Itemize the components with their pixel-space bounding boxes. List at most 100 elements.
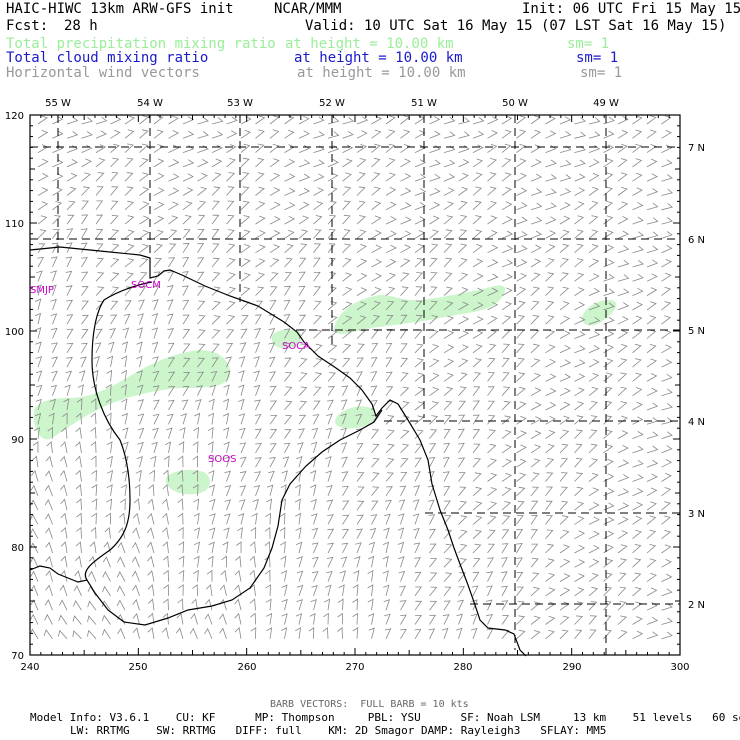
wind-barb — [472, 358, 482, 368]
wind-barb — [385, 443, 395, 454]
wind-barb — [414, 628, 422, 640]
wind-barb — [559, 601, 570, 611]
wind-barb — [661, 144, 673, 153]
wind-barb — [356, 514, 364, 525]
wind-barb — [472, 400, 480, 411]
wind-barb — [632, 416, 644, 425]
wind-barb — [385, 143, 396, 153]
wind-barb — [267, 484, 274, 496]
wind-barb — [266, 612, 273, 625]
wind-barb — [163, 569, 169, 582]
wind-barb — [295, 527, 302, 539]
wind-barb — [371, 329, 380, 339]
wind-barb — [486, 628, 494, 639]
wind-barb — [472, 486, 483, 497]
wind-barb — [323, 612, 329, 625]
wind-barb — [661, 431, 673, 439]
wind-barb — [400, 386, 410, 396]
wind-barb — [310, 470, 317, 482]
wind-barb — [75, 469, 82, 482]
wind-barb — [197, 186, 208, 196]
wind-barb — [530, 486, 540, 497]
wind-barb — [95, 214, 104, 225]
lat-label: 4 N — [688, 417, 705, 428]
wind-barb — [472, 258, 484, 268]
wind-barb — [429, 130, 441, 139]
wind-barb — [340, 399, 348, 411]
wind-barb — [603, 615, 612, 625]
wind-barb — [429, 257, 438, 268]
wind-barb — [472, 472, 482, 482]
wind-barb — [458, 243, 468, 253]
wind-barb — [545, 444, 555, 454]
wind-barb — [327, 200, 337, 211]
wind-barb — [559, 301, 570, 311]
wind-barb — [588, 358, 600, 368]
wind-barb — [371, 215, 382, 225]
wind-barb — [152, 356, 159, 368]
wind-barb — [116, 571, 126, 582]
wind-barb — [313, 187, 324, 196]
wind-barb — [472, 543, 482, 554]
wind-barb — [501, 400, 511, 411]
wind-barb — [559, 500, 569, 511]
wind-barb — [443, 131, 456, 139]
wind-barb — [429, 614, 437, 625]
wind-barb — [559, 629, 569, 640]
wind-barb — [384, 628, 392, 639]
wind-barb — [472, 144, 484, 153]
wind-barb — [180, 413, 188, 425]
wind-barb — [661, 359, 673, 368]
wind-barb — [193, 512, 200, 525]
wind-barb — [197, 286, 205, 296]
lat-label: 5 N — [688, 326, 705, 337]
wind-barb — [371, 129, 382, 139]
wind-barb — [219, 613, 227, 625]
wind-barb — [574, 458, 583, 468]
wind-barb — [122, 441, 129, 454]
wind-barb — [443, 201, 454, 211]
wind-barb — [369, 527, 377, 539]
wind-barb — [121, 384, 128, 396]
wind-barb — [603, 330, 615, 339]
wind-barb — [238, 398, 245, 411]
wind-barb — [136, 370, 143, 382]
wind-barb — [211, 186, 221, 196]
wind-barb — [327, 329, 338, 339]
wind-barb — [110, 186, 119, 196]
wind-barb — [646, 115, 657, 125]
model-title: HAIC-HIWC 13km ARW-GFS init — [6, 1, 234, 17]
wind-barb — [284, 272, 292, 282]
wind-barb — [646, 515, 657, 525]
wind-barb — [356, 244, 367, 254]
wind-barb — [441, 627, 449, 639]
wind-barb — [501, 172, 512, 182]
wind-barb — [268, 327, 276, 339]
wind-barb — [603, 429, 613, 439]
wind-barb — [530, 158, 542, 168]
wind-barb — [249, 569, 256, 582]
wind-barb — [603, 473, 615, 482]
wind-barb — [632, 158, 643, 168]
wind-barb — [545, 159, 557, 168]
wind-barb — [240, 258, 251, 268]
wind-barb — [632, 431, 644, 439]
wind-barb — [371, 201, 382, 211]
wind-barb — [530, 416, 542, 425]
wind-barb — [139, 129, 149, 139]
latlon-grid — [30, 115, 680, 655]
wind-barb — [51, 370, 58, 382]
wind-barb — [326, 570, 333, 582]
wind-barb — [342, 315, 353, 325]
wind-barb — [400, 244, 411, 254]
wind-barb — [284, 285, 292, 296]
wind-barb — [35, 384, 43, 396]
wind-barb — [458, 572, 467, 582]
wind-barb — [661, 445, 673, 454]
wind-barb — [501, 529, 510, 539]
wind-barb — [37, 115, 48, 125]
wind-barb — [153, 271, 161, 282]
wind-barb — [163, 455, 170, 468]
lon-label: 55 W — [45, 98, 71, 109]
wind-barb — [367, 584, 374, 596]
